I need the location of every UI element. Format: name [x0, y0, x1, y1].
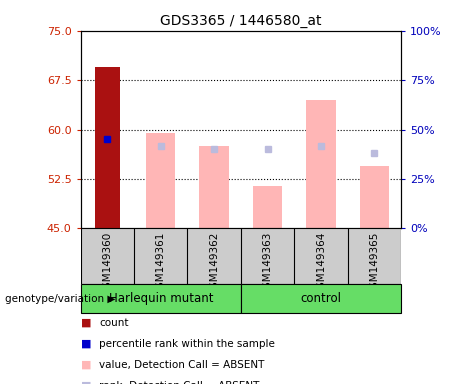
Text: rank, Detection Call = ABSENT: rank, Detection Call = ABSENT — [99, 381, 260, 384]
Bar — [253, 185, 282, 228]
Text: ■: ■ — [81, 318, 91, 328]
Text: value, Detection Call = ABSENT: value, Detection Call = ABSENT — [99, 360, 265, 370]
Bar — [81, 284, 241, 313]
Text: GSM149360: GSM149360 — [102, 231, 112, 295]
Bar — [241, 284, 401, 313]
Text: GSM149362: GSM149362 — [209, 231, 219, 295]
Text: GSM149361: GSM149361 — [156, 231, 166, 295]
Text: GSM149363: GSM149363 — [263, 231, 272, 295]
Bar — [95, 67, 120, 228]
Bar — [146, 133, 176, 228]
Text: control: control — [301, 292, 342, 305]
Text: count: count — [99, 318, 129, 328]
Text: percentile rank within the sample: percentile rank within the sample — [99, 339, 275, 349]
Text: ■: ■ — [81, 381, 91, 384]
Text: ■: ■ — [81, 339, 91, 349]
Text: Harlequin mutant: Harlequin mutant — [108, 292, 213, 305]
Bar — [200, 146, 229, 228]
Bar — [360, 166, 389, 228]
Text: ■: ■ — [81, 360, 91, 370]
Title: GDS3365 / 1446580_at: GDS3365 / 1446580_at — [160, 14, 322, 28]
Text: GSM149364: GSM149364 — [316, 231, 326, 295]
Text: genotype/variation ▶: genotype/variation ▶ — [5, 293, 115, 304]
Text: GSM149365: GSM149365 — [369, 231, 379, 295]
Bar — [306, 100, 336, 228]
